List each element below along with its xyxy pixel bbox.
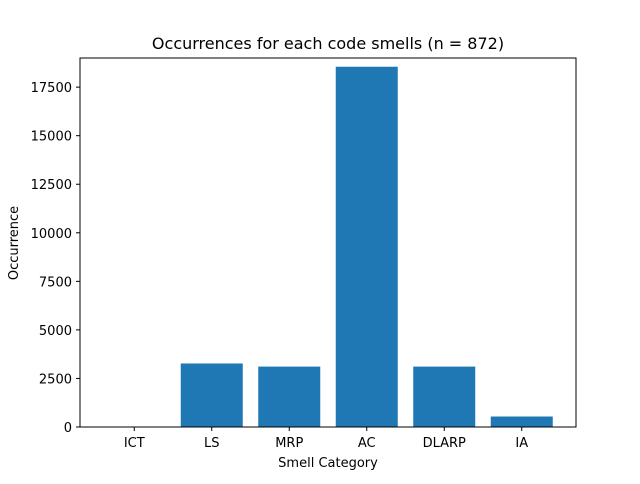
chart-title: Occurrences for each code smells (n = 87… <box>152 34 504 53</box>
y-tick-label: 7500 <box>39 275 72 290</box>
x-tick-label: LS <box>204 436 220 451</box>
y-tick-label: 5000 <box>39 324 72 339</box>
y-tick-label: 10000 <box>31 227 72 242</box>
y-axis-label: Occurrence <box>7 206 22 280</box>
x-tick-label: ICT <box>124 436 145 451</box>
bar-ls <box>180 363 243 427</box>
bar-ac <box>335 66 398 427</box>
bar-mrp <box>258 366 321 427</box>
y-tick-label: 12500 <box>31 178 72 193</box>
plot-frame <box>79 57 577 428</box>
y-tick-label: 2500 <box>39 372 72 387</box>
bar-dlarp <box>413 366 476 427</box>
y-axis-ticks: 0 2500 5000 7500 10000 12500 15000 17500 <box>31 81 80 436</box>
y-tick-label: 15000 <box>31 130 72 145</box>
bar-ia <box>490 416 553 427</box>
x-axis-ticks: ICT LS MRP AC DLARP IA <box>124 427 528 451</box>
bars-layer <box>180 66 553 427</box>
x-tick-label: DLARP <box>423 436 466 451</box>
x-tick-label: IA <box>515 436 528 451</box>
y-tick-label: 17500 <box>31 81 72 96</box>
y-tick-label: 0 <box>64 421 72 436</box>
x-tick-label: MRP <box>275 436 303 451</box>
x-axis-label: Smell Category <box>278 456 378 471</box>
x-tick-label: AC <box>358 436 376 451</box>
